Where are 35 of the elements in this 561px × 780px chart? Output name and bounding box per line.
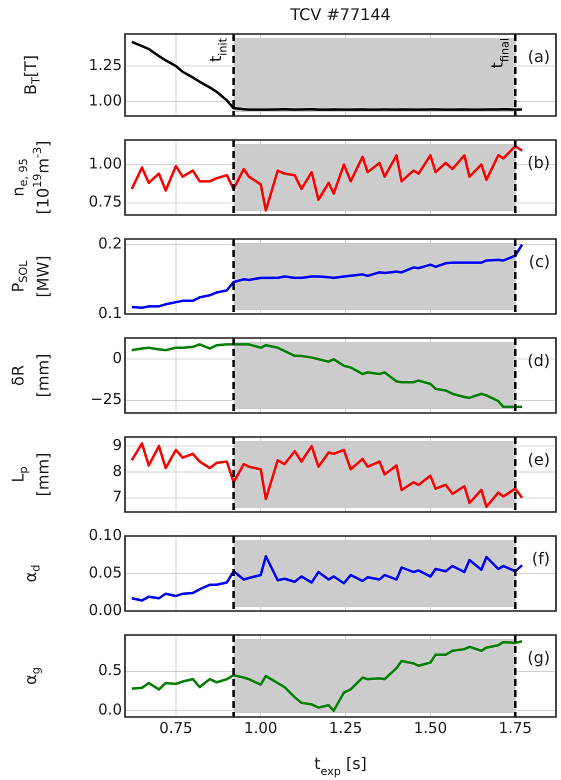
- y-tick-label: 0.1: [98, 304, 122, 322]
- x-tick-label: 1.75: [498, 718, 532, 737]
- y-tick-label: 9: [112, 436, 122, 454]
- annotation: (a): [528, 47, 550, 66]
- ref-line-label: tfinal: [487, 38, 512, 68]
- annotation: (g): [527, 648, 550, 668]
- x-tick-label: 1.25: [328, 718, 362, 737]
- y-tick-label: 0.05: [88, 563, 122, 582]
- y-tick-label: 7: [112, 488, 122, 506]
- x-tick-label: 0.75: [159, 718, 193, 737]
- y-tick-label: −25: [90, 390, 122, 408]
- y-tick-label: 0.2: [98, 234, 122, 252]
- y-axis-title: BT[T]: [21, 54, 43, 96]
- y-tick-label: 1.00: [88, 92, 122, 110]
- y-axis-title: αg: [21, 667, 43, 685]
- x-tick-label: 1.50: [414, 718, 448, 737]
- y-axis-title: αd: [21, 564, 43, 582]
- y-tick-label: 0.10: [88, 526, 122, 544]
- annotation: (e): [528, 450, 550, 470]
- y-tick-label: 0.75: [88, 192, 122, 211]
- annotation: (d): [527, 351, 550, 370]
- y-tick-label: 0: [112, 349, 122, 368]
- y-tick-label: 8: [112, 462, 122, 480]
- y-tick-label: 0.5: [98, 661, 122, 680]
- y-tick-label: 1.00: [88, 154, 122, 172]
- annotation: (b): [527, 153, 550, 172]
- chart-title: TCV #77144: [289, 5, 391, 24]
- y-axis-title: δR [mm]: [8, 354, 53, 398]
- ref-line-label: tinit: [206, 37, 230, 62]
- annotation: (c): [528, 252, 550, 272]
- x-tick-label: 1.00: [244, 718, 278, 737]
- y-tick-label: 0.0: [98, 700, 122, 719]
- annotation: (f): [532, 549, 550, 568]
- y-tick-label: 1.25: [88, 56, 122, 74]
- y-tick-label: 0.00: [88, 600, 122, 619]
